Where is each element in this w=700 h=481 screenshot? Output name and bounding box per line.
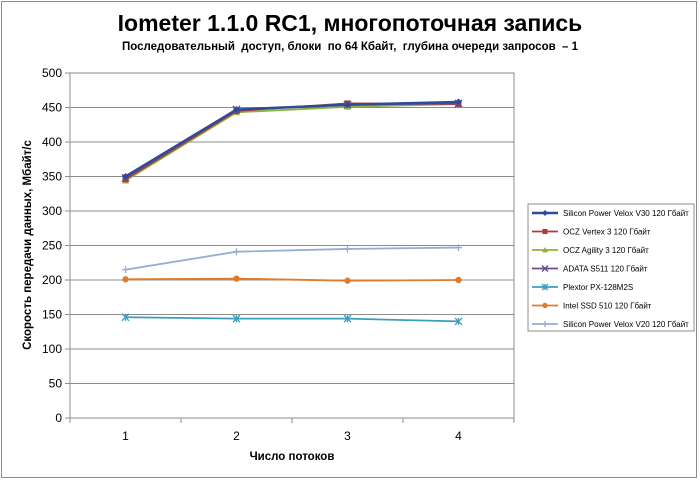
- legend-item: Silicon Power Velox V30 120 Гбайт: [532, 209, 689, 218]
- series-line: [125, 102, 459, 179]
- data-point: [344, 245, 351, 253]
- series-group: [122, 244, 462, 274]
- x-axis-ticks: 1 2 3 4: [69, 418, 515, 443]
- data-point: [343, 314, 352, 323]
- series-group: [122, 275, 462, 284]
- y-tick-label: 50: [49, 377, 63, 391]
- x-tick-label: 1: [122, 429, 129, 443]
- data-point: [454, 317, 463, 326]
- y-tick-label: 150: [42, 308, 62, 322]
- x-axis-title: Число потоков: [250, 451, 335, 463]
- x-tick-label: 2: [233, 429, 240, 443]
- x-tick-label: 3: [344, 429, 351, 443]
- data-point: [233, 106, 240, 114]
- y-tick-label: 500: [42, 66, 62, 80]
- y-axis-title: Скорость передачи данных, Мбайт/с: [22, 140, 34, 350]
- legend-label: OCZ Vertex 3 120 Гбайт: [563, 228, 651, 237]
- y-tick-label: 450: [42, 101, 62, 115]
- data-point: [542, 247, 548, 253]
- data-point: [541, 283, 549, 291]
- series-line: [125, 103, 459, 182]
- data-point: [233, 275, 240, 282]
- legend-item: ADATA S511 120 Гбайт: [532, 265, 648, 274]
- legend-item: OCZ Vertex 3 120 Гбайт: [532, 228, 651, 237]
- data-point: [121, 313, 130, 322]
- y-tick-label: 0: [55, 411, 62, 425]
- data-point: [122, 266, 129, 274]
- series-line: [125, 316, 459, 323]
- series-line: [125, 277, 459, 282]
- data-point: [455, 244, 462, 252]
- legend-label: OCZ Agility 3 120 Гбайт: [563, 246, 649, 255]
- legend-label: Silicon Power Velox V20 120 Гбайт: [563, 320, 689, 329]
- series-group: [122, 98, 462, 180]
- data-point: [541, 264, 549, 273]
- legend-item: Intel SSD 510 120 Гбайт: [532, 302, 652, 311]
- y-tick-label: 200: [42, 273, 62, 287]
- series: [121, 98, 463, 326]
- y-tick-label: 400: [42, 135, 62, 149]
- data-point: [542, 228, 548, 235]
- series-group: [121, 313, 463, 326]
- legend-label: Plextor PX-128M2S: [563, 283, 633, 292]
- legend: [527, 203, 695, 332]
- x-tick-label: 4: [455, 429, 462, 443]
- series-line: [125, 102, 459, 181]
- data-point: [233, 248, 240, 256]
- data-point: [542, 210, 548, 216]
- data-point: [344, 277, 351, 284]
- legend-item: Silicon Power Velox V20 120 Гбайт: [532, 320, 689, 329]
- data-point: [542, 302, 548, 309]
- series-line: [124, 100, 459, 178]
- legend-label: Intel SSD 510 120 Гбайт: [563, 302, 652, 311]
- chart-title: Iometer 1.1.0 RC1, многопоточная запись: [117, 10, 583, 36]
- chart-subtitle: Последовательный доступ, блоки по 64 Кба…: [121, 41, 579, 53]
- data-point: [122, 173, 129, 180]
- data-point: [542, 321, 548, 327]
- y-tick-label: 100: [42, 342, 62, 356]
- data-point: [344, 101, 351, 109]
- y-axis-ticks: 0 50 100 150 200 250 300 350 400 450 500: [42, 66, 70, 425]
- legend-items: Silicon Power Velox V30 120 Гбайт OCZ Ver…: [532, 209, 689, 329]
- series-group: [121, 99, 463, 182]
- y-tick-label: 250: [42, 239, 62, 253]
- legend-label: Silicon Power Velox V30 120 Гбайт: [563, 209, 689, 218]
- legend-label: ADATA S511 120 Гбайт: [563, 265, 648, 274]
- data-point: [455, 98, 462, 106]
- y-tick-label: 300: [42, 204, 62, 218]
- data-point: [455, 276, 462, 284]
- data-point: [232, 314, 241, 323]
- series-group: [122, 100, 462, 183]
- series-line: [125, 246, 459, 271]
- legend-item: OCZ Agility 3 120 Гбайт: [532, 246, 649, 255]
- y-tick-label: 350: [42, 170, 62, 184]
- data-point: [122, 276, 129, 283]
- gridlines: [70, 72, 514, 419]
- legend-item: Plextor PX-128M2S: [532, 283, 633, 292]
